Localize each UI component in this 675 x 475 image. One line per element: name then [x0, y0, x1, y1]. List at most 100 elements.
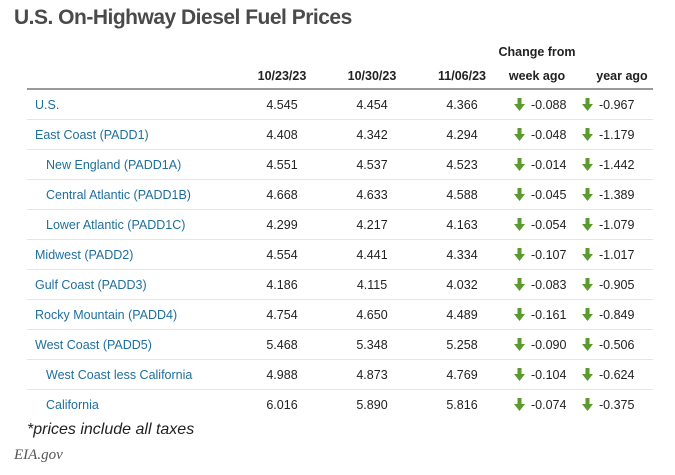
price-cell: 4.186 [266, 277, 298, 292]
week-change-cell: -0.054 [492, 210, 582, 239]
price-cell: 4.217 [356, 217, 388, 232]
change-value-text: -0.088 [531, 97, 567, 112]
header-group-row: Change from [27, 40, 653, 63]
change-value-text: -0.849 [599, 307, 635, 322]
table-row: Central Atlantic (PADD1B) 4.668 4.633 4.588… [27, 180, 653, 210]
change-value-text: -0.074 [531, 397, 567, 412]
year-change-cell: -0.506 [582, 330, 662, 359]
year-change-cell: -0.849 [582, 300, 662, 329]
table-row: Lower Atlantic (PADD1C) 4.299 4.217 4.163 -0… [27, 210, 653, 240]
source-credit: EIA.gov [14, 447, 63, 463]
region-name[interactable]: New England (PADD1A) [46, 157, 182, 172]
down-arrow-icon [514, 98, 525, 111]
week-change-cell: -0.090 [492, 330, 582, 359]
change-value: -1.179 [582, 128, 634, 142]
down-arrow-icon [582, 188, 593, 201]
down-arrow-icon [582, 158, 593, 171]
week-change-cell: -0.104 [492, 360, 582, 389]
change-value: -0.107 [514, 248, 566, 262]
footnote: *prices include all taxes [27, 421, 195, 438]
column-header-date-3: 11/06/23 [438, 68, 486, 83]
down-arrow-icon [514, 158, 525, 171]
column-header-date-2: 10/30/23 [347, 68, 397, 83]
region-name[interactable]: Rocky Mountain (PADD4) [35, 307, 178, 322]
change-value: -0.090 [514, 338, 566, 352]
year-change-cell: -1.179 [582, 120, 662, 149]
table-row: Rocky Mountain (PADD4) 4.754 4.650 4.489 -0.… [27, 300, 653, 330]
price-cell: 4.650 [356, 307, 388, 322]
price-cell: 5.348 [356, 337, 388, 352]
down-arrow-icon [514, 128, 525, 141]
down-arrow-icon [514, 188, 525, 201]
price-cell: 5.816 [446, 397, 478, 412]
table-row: California 6.016 5.890 5.816 -0.074 -0.375 [27, 390, 653, 419]
region-name[interactable]: Central Atlantic (PADD1B) [46, 187, 191, 202]
down-arrow-icon [514, 218, 525, 231]
down-arrow-icon [514, 338, 525, 351]
change-value: -0.506 [582, 338, 634, 352]
change-value: -1.442 [582, 158, 634, 172]
change-value-text: -0.048 [531, 127, 567, 142]
change-value: -0.014 [514, 158, 566, 172]
week-change-cell: -0.083 [492, 270, 582, 299]
down-arrow-icon [514, 248, 525, 261]
region-name[interactable]: East Coast (PADD1) [35, 127, 149, 142]
year-change-cell: -0.905 [582, 270, 662, 299]
price-cell: 4.668 [266, 187, 298, 202]
price-cell: 4.551 [266, 157, 298, 172]
price-cell: 4.342 [356, 127, 388, 142]
column-header-year-ago: year ago [596, 68, 648, 83]
price-cell: 4.441 [356, 247, 388, 262]
table-body: U.S. 4.545 4.454 4.366 -0.088 -0.967 East Coas… [27, 90, 653, 419]
price-cell: 5.468 [266, 337, 298, 352]
down-arrow-icon [582, 98, 593, 111]
down-arrow-icon [582, 368, 593, 381]
down-arrow-icon [582, 398, 593, 411]
down-arrow-icon [582, 278, 593, 291]
change-value: -0.104 [514, 368, 566, 382]
region-name[interactable]: Lower Atlantic (PADD1C) [46, 217, 186, 232]
price-cell: 4.163 [446, 217, 478, 232]
change-value-text: -1.442 [599, 157, 635, 172]
region-name[interactable]: California [46, 397, 99, 412]
price-cell: 4.032 [446, 277, 478, 292]
change-value: -0.083 [514, 278, 566, 292]
column-header-week-ago: week ago [508, 68, 566, 83]
price-cell: 5.890 [356, 397, 388, 412]
change-from-header: Change from [498, 44, 576, 59]
change-value-text: -0.161 [531, 307, 567, 322]
change-value: -0.967 [582, 98, 634, 112]
price-table: Change from 10/23/23 10/30/23 11/06/23 w… [27, 40, 653, 419]
region-name[interactable]: Midwest (PADD2) [35, 247, 134, 262]
down-arrow-icon [582, 338, 593, 351]
region-name[interactable]: West Coast less California [46, 367, 193, 382]
change-value-text: -0.090 [531, 337, 567, 352]
price-cell: 5.258 [446, 337, 478, 352]
week-change-cell: -0.107 [492, 240, 582, 269]
price-cell: 4.633 [356, 187, 388, 202]
down-arrow-icon [582, 128, 593, 141]
region-name[interactable]: Gulf Coast (PADD3) [35, 277, 147, 292]
down-arrow-icon [514, 368, 525, 381]
change-value: -0.045 [514, 188, 566, 202]
region-name[interactable]: West Coast (PADD5) [35, 337, 152, 352]
change-value-text: -0.624 [599, 367, 635, 382]
price-cell: 4.489 [446, 307, 478, 322]
price-cell: 4.769 [446, 367, 478, 382]
change-value-text: -0.967 [599, 97, 635, 112]
price-cell: 4.523 [446, 157, 478, 172]
price-cell: 4.754 [266, 307, 298, 322]
region-name[interactable]: U.S. [35, 97, 60, 112]
price-cell: 4.873 [356, 367, 388, 382]
week-change-cell: -0.014 [492, 150, 582, 179]
year-change-cell: -0.624 [582, 360, 662, 389]
column-header-row: 10/23/23 10/30/23 11/06/23 week ago year… [27, 63, 653, 90]
down-arrow-icon [582, 218, 593, 231]
down-arrow-icon [582, 308, 593, 321]
change-value-text: -0.107 [531, 247, 567, 262]
price-cell: 4.115 [356, 277, 388, 292]
table-row: West Coast (PADD5) 5.468 5.348 5.258 -0.090 -… [27, 330, 653, 360]
change-value: -0.088 [514, 98, 566, 112]
change-value: -0.054 [514, 218, 566, 232]
week-change-cell: -0.045 [492, 180, 582, 209]
